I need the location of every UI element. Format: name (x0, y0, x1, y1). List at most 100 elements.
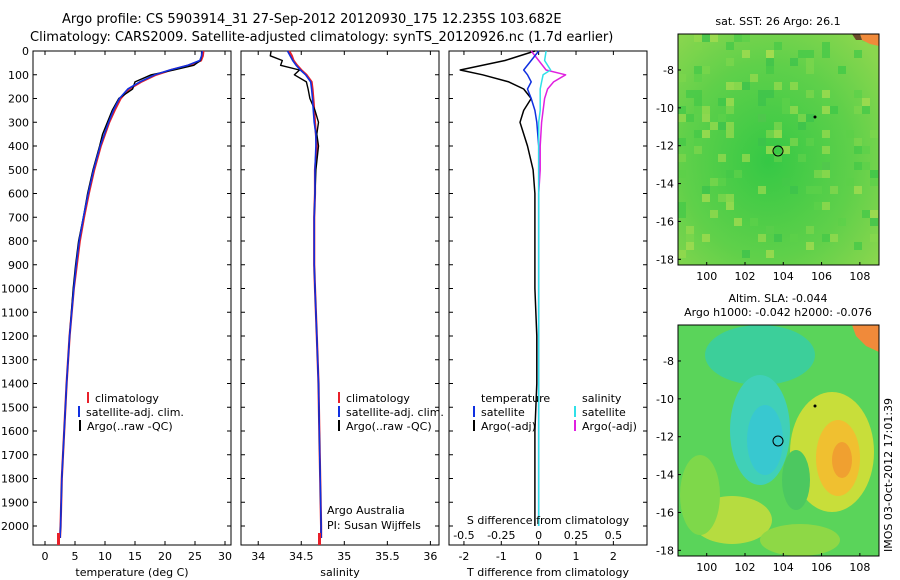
sla-anomaly-green-mid (782, 450, 810, 510)
sst-map-title: sat. SST: 26 Argo: 26.1 (715, 15, 840, 28)
salinity-axis-ticks: 34 34.5 35 35.5 36 (251, 51, 437, 563)
depth-tick-label: 900 (8, 259, 29, 272)
sst-cell (782, 178, 790, 186)
sst-cell (742, 154, 750, 162)
legend-sal-satellite: satellite (582, 406, 626, 419)
sla-anomaly-cyan-core (747, 405, 783, 475)
sst-cell (782, 98, 790, 106)
sst-cell (726, 170, 734, 178)
sst-cell (678, 138, 686, 146)
sst-cell (766, 130, 774, 138)
sst-cell (734, 34, 742, 42)
sst-cell (774, 82, 782, 90)
sst-cell (854, 138, 862, 146)
lat-tick-label: -10 (656, 102, 674, 115)
sst-cell (862, 162, 870, 170)
lon-tick-label: 102 (735, 270, 756, 283)
sla-map-title-2: Argo h1000: -0.042 h2000: -0.076 (684, 306, 872, 319)
x-tick-label: 36 (423, 550, 437, 563)
sst-cell (758, 186, 766, 194)
sst-cell (822, 202, 830, 210)
sst-cell (830, 186, 838, 194)
sst-cell (806, 186, 814, 194)
sst-cell (694, 130, 702, 138)
legend-temp-argo: Argo(-adj) (481, 420, 536, 433)
x-tick-label: 35 (337, 550, 351, 563)
depth-tick-label: 400 (8, 140, 29, 153)
lat-tick-label: -16 (656, 506, 674, 519)
sst-cell (790, 138, 798, 146)
sst-cell (806, 50, 814, 58)
depth-tick-label: 1800 (1, 473, 29, 486)
sst-cell (798, 122, 806, 130)
legend-climatology: climatology (346, 392, 410, 405)
salinity-legend: climatology satellite-adj. clim. Argo(..… (338, 392, 444, 433)
legend-swatch-argo (79, 420, 81, 431)
sst-cell (702, 66, 710, 74)
sst-cell (782, 146, 790, 154)
salinity-series (269, 50, 323, 545)
lon-tick-label: 108 (849, 270, 870, 283)
sst-cell (774, 130, 782, 138)
temperature-axis-ticks: 0 5 10 15 20 25 30 (42, 51, 232, 563)
sst-cell (862, 210, 870, 218)
sst-cell (798, 154, 806, 162)
x-tick-label: 35.5 (375, 550, 400, 563)
sst-cell (870, 178, 878, 186)
sst-cell (702, 234, 710, 242)
sst-cell (734, 218, 742, 226)
legend-swatch-climatology (338, 392, 340, 403)
salinity-plot-frame (240, 50, 440, 546)
lon-tick-label: 100 (696, 270, 717, 283)
sla-anomaly-cyan-north (705, 325, 815, 385)
t-difference-ticks: -2 -1 0 1 2 (458, 51, 617, 563)
sst-cell (862, 106, 870, 114)
sst-cell (854, 146, 862, 154)
legend-temp-satellite: satellite (481, 406, 525, 419)
sst-cell (782, 106, 790, 114)
depth-tick-label: 300 (8, 116, 29, 129)
sst-cell (814, 170, 822, 178)
sst-cell (742, 250, 750, 258)
sst-cell (678, 114, 686, 122)
sst-cell (686, 114, 694, 122)
timestamp-side-label: IMOS 03-Oct-2012 17:01:39 (882, 397, 895, 552)
argo-location-marker (772, 435, 784, 447)
annotation-pi: PI: Susan Wijffels (327, 519, 421, 532)
x-tick-label: 15 (128, 550, 142, 563)
legend-swatch-temp-satellite (473, 406, 475, 417)
series-sal-satellite (537, 50, 552, 526)
s-difference-ticks: -0.5 -0.25 0 0.25 0.5 (453, 529, 622, 542)
sla-map-title-1: Altim. SLA: -0.044 (728, 292, 827, 305)
sst-cell (710, 210, 718, 218)
sst-cell (702, 130, 710, 138)
t-difference-axis-label: T difference from climatology (466, 566, 629, 579)
sst-map-land-dark (852, 34, 862, 40)
x-tick-label: 25 (188, 550, 202, 563)
sst-cell (694, 146, 702, 154)
x-tick-label: 2 (610, 550, 617, 563)
sst-cell (806, 66, 814, 74)
depth-tick-label: 0 (22, 45, 29, 58)
sst-cell (726, 42, 734, 50)
sst-cell (806, 242, 814, 250)
lon-tick-label: 100 (696, 561, 717, 574)
climatology-bottom-marker (57, 533, 60, 545)
lon-tick-label: 104 (773, 270, 794, 283)
depth-tick-label: 1300 (1, 354, 29, 367)
sst-cell (710, 122, 718, 130)
sst-cell (718, 98, 726, 106)
depth-tick-label: 100 (8, 69, 29, 82)
salinity-panel: 34 34.5 35 35.5 36 salinity climatology sate… (240, 50, 444, 579)
sst-cell (726, 194, 734, 202)
sst-cell (678, 170, 686, 178)
sst-cell (702, 114, 710, 122)
sst-map: 100 102 104 106 108 -8 -10 -12 -14 -16 -18 sat. SS… (656, 15, 880, 283)
sst-cell (718, 122, 726, 130)
sst-cell (790, 234, 798, 242)
sst-cell (742, 82, 750, 90)
lat-tick-label: -14 (656, 469, 674, 482)
lat-tick-label: -18 (656, 253, 674, 266)
depth-tick-label: 1100 (1, 306, 29, 319)
lat-tick-label: -16 (656, 215, 674, 228)
